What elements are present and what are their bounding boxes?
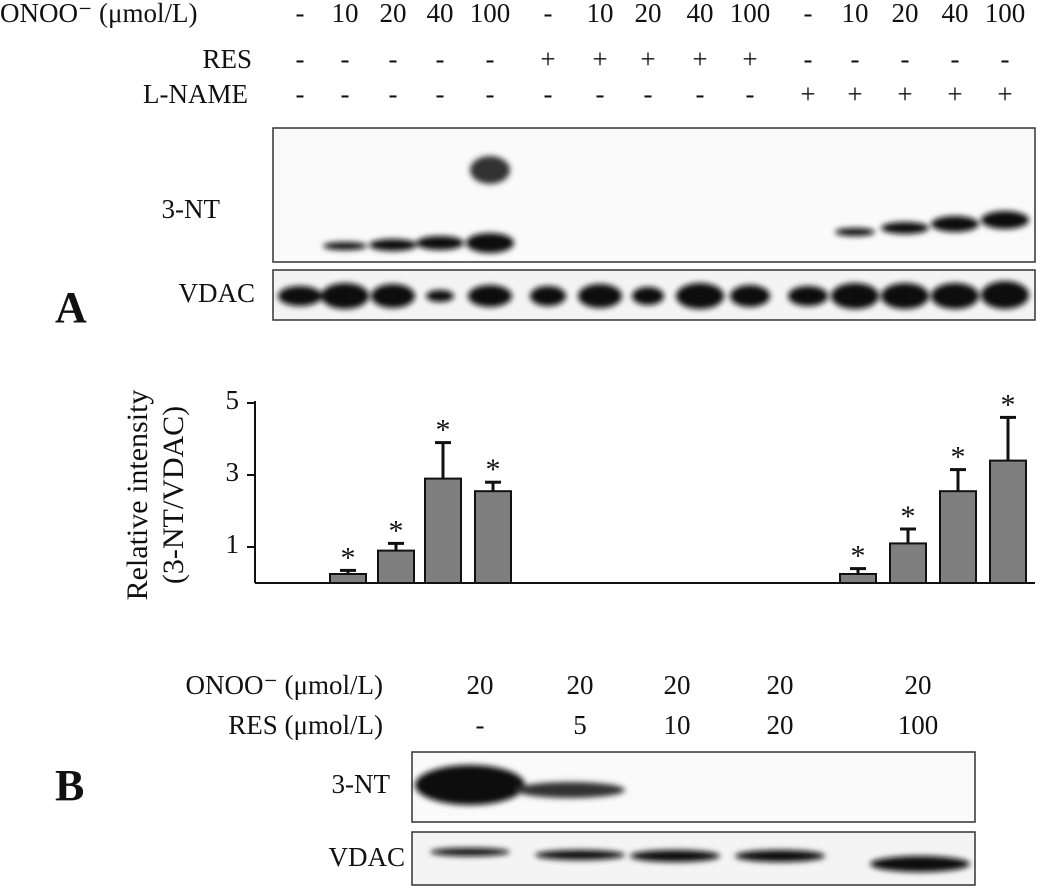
lane-label: 100 [470,0,511,28]
significance-marker: * [901,500,916,533]
lane-label: - [1001,44,1010,74]
lane-label: 20 [767,710,794,740]
lane-label: - [436,79,445,109]
lane-label: 20 [767,670,794,700]
blot-label: 3-NT [162,194,221,224]
blot-bands [278,156,1029,872]
lane-label: - [746,79,755,109]
lane-label: + [947,79,962,109]
row-label: ONOO⁻ (μmol/L) [0,0,197,28]
lane-label: - [901,44,910,74]
lane-label: + [592,44,607,74]
lane-label: 20 [467,670,494,700]
lane-label: 20 [892,0,919,28]
lane-label: 10 [587,0,614,28]
lane-label: 20 [380,0,407,28]
y-tick-label: 1 [226,529,240,559]
bar [889,542,927,585]
lane-label: - [486,79,495,109]
lane-label: + [742,44,757,74]
bar [989,459,1027,585]
lane-label: 10 [332,0,359,28]
significance-marker: * [1001,388,1016,421]
bar [474,490,512,585]
lane-label: - [544,79,553,109]
lane-label: - [341,79,350,109]
lane-label: 20 [905,670,932,700]
blot-label: 3-NT [332,769,391,799]
bar [839,573,877,584]
significance-marker: * [486,453,501,486]
lane-label: - [476,710,485,740]
lane-label: - [341,44,350,74]
panel-label: B [55,761,84,810]
lane-label: + [692,44,707,74]
lane-label: 100 [985,0,1026,28]
y-axis-title-line: Relative intensity [121,390,154,601]
lane-label: - [436,44,445,74]
lane-label: 40 [942,0,969,28]
lane-label: - [296,79,305,109]
row-label: L-NAME [143,79,248,109]
significance-marker: * [389,514,404,547]
bar [329,573,367,584]
row-label: ONOO⁻ (μmol/L) [186,670,383,700]
lane-label: 100 [898,710,939,740]
lane-label: - [296,0,305,28]
lane-label: 100 [730,0,771,28]
y-tick-label: 3 [226,457,240,487]
significance-marker: * [851,539,866,572]
lane-label: - [296,44,305,74]
lane-label: + [847,79,862,109]
lane-label: 10 [664,710,691,740]
significance-marker: * [951,440,966,473]
lane-label: 20 [567,670,594,700]
lane-label: + [897,79,912,109]
y-axis-title: Relative intensity (3-NT/VDAC) [121,390,190,601]
lane-label: - [696,79,705,109]
lane-label: 10 [842,0,869,28]
significance-marker: * [341,541,356,574]
lane-label: 40 [427,0,454,28]
lane-label: - [544,0,553,28]
y-axis-title-line: (3-NT/VDAC) [157,406,190,584]
lane-label: 20 [635,0,662,28]
row-label: RES [202,44,252,74]
y-tick-label: 5 [226,385,240,415]
lane-label: - [851,44,860,74]
lane-label: - [804,0,813,28]
lane-label: + [540,44,555,74]
significance-marker: * [436,413,451,446]
lane-label: - [644,79,653,109]
lane-label: 5 [573,710,587,740]
lane-label: - [389,44,398,74]
row-label: RES (μmol/L) [228,710,383,740]
bar [424,477,462,585]
lane-label: - [804,44,813,74]
lane-label: - [951,44,960,74]
bar [939,490,977,585]
blot-label: VDAC [328,842,405,872]
lane-label: 20 [664,670,691,700]
lane-label: + [800,79,815,109]
lane-label: - [486,44,495,74]
lane-label: - [596,79,605,109]
bar [377,549,415,584]
panel-label: A [55,283,87,332]
blot-label: VDAC [178,278,255,308]
lane-label: + [640,44,655,74]
lane-label: 40 [687,0,714,28]
lane-label: - [389,79,398,109]
lane-label: + [997,79,1012,109]
